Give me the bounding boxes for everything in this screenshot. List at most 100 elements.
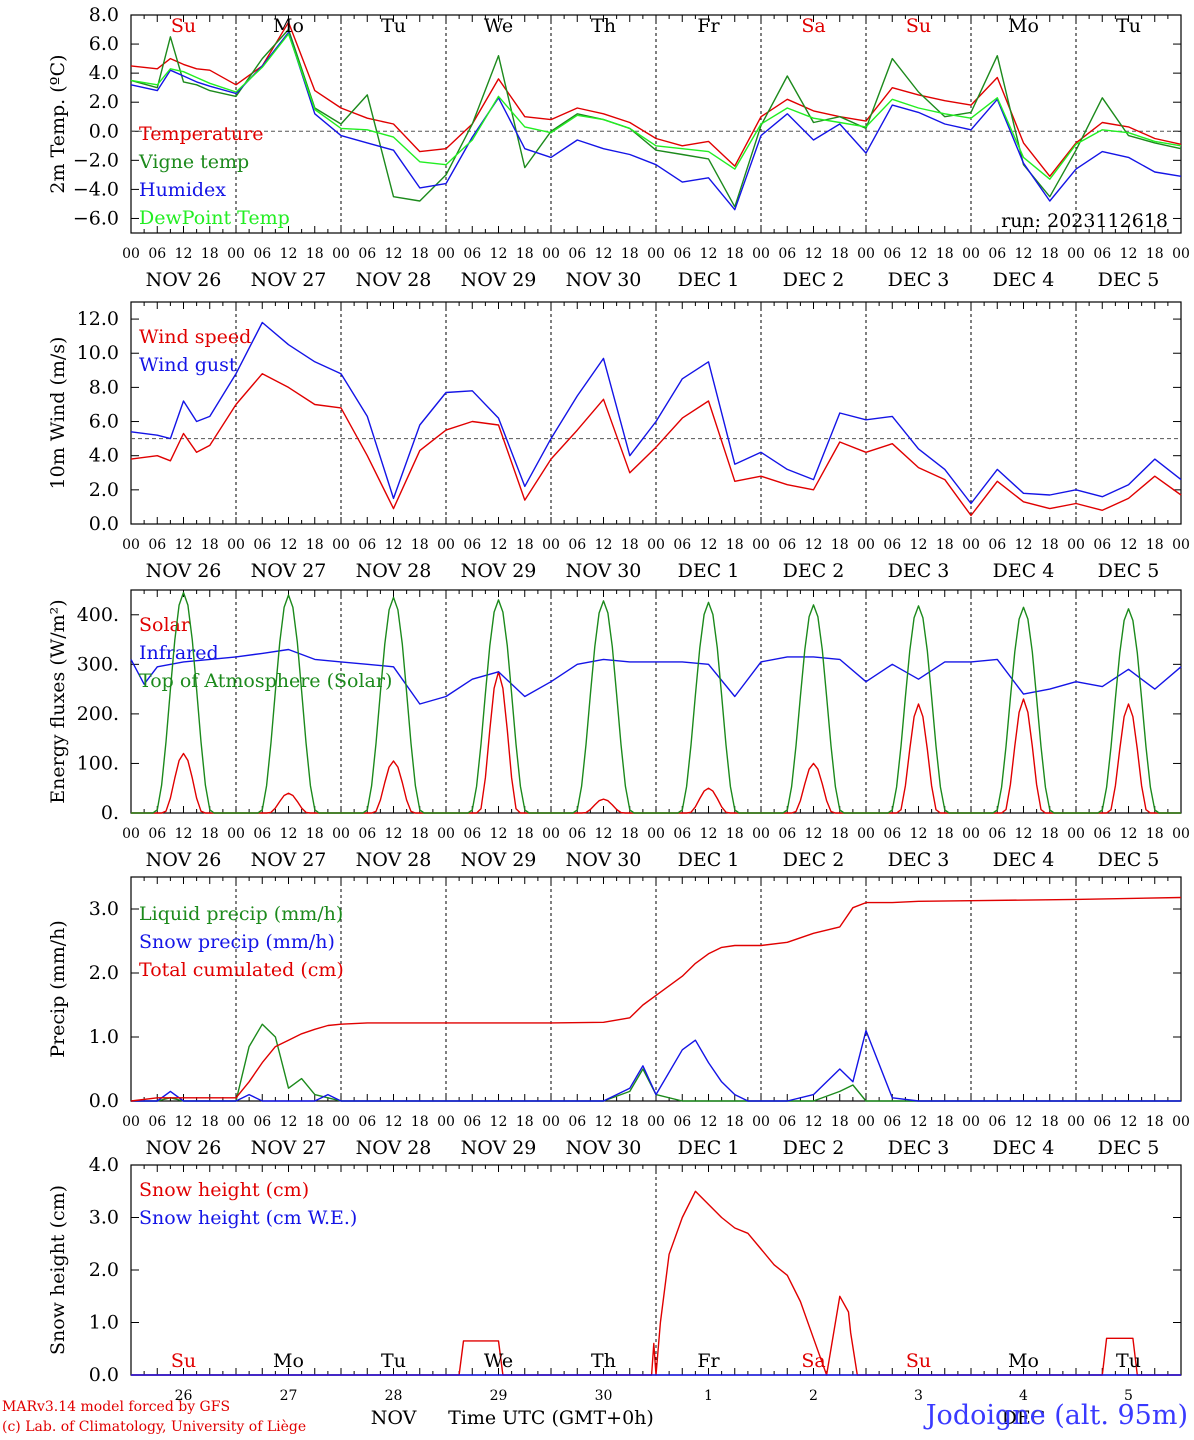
hour-tick-label: 06 (988, 826, 1006, 842)
hour-tick-label: 00 (1172, 246, 1190, 262)
hour-tick-label: 06 (778, 537, 796, 553)
hour-tick-label: 18 (1146, 537, 1164, 553)
date-label: DEC 5 (1098, 849, 1160, 871)
y-tick-label: 4.0 (89, 445, 119, 467)
hour-tick-label: 12 (385, 1114, 403, 1130)
y-tick-label: 100. (77, 752, 119, 774)
legend-red: Temperature (139, 123, 263, 145)
hour-tick-label: 12 (700, 246, 718, 262)
x-axis-title: Time UTC (GMT+0h) (448, 1407, 654, 1429)
hour-tick-label: 06 (358, 826, 376, 842)
date-label: DEC 3 (888, 269, 950, 291)
hour-tick-label: 06 (148, 826, 166, 842)
hour-tick-label: 18 (726, 246, 744, 262)
hour-tick-label: 12 (700, 537, 718, 553)
hour-tick-label: 18 (1041, 246, 1059, 262)
hour-tick-label: 06 (673, 826, 691, 842)
hour-tick-label: 12 (595, 826, 613, 842)
hour-tick-label: 00 (647, 1114, 665, 1130)
hour-tick-label: 00 (542, 1114, 560, 1130)
hour-tick-label: 00 (752, 826, 770, 842)
y-tick-label: −6.0 (73, 207, 119, 229)
hour-tick-label: 06 (463, 246, 481, 262)
hour-tick-label: 06 (673, 537, 691, 553)
date-label: NOV 29 (461, 1137, 537, 1159)
date-label: DEC 2 (783, 269, 845, 291)
date-label: DEC 4 (993, 1137, 1055, 1159)
hour-tick-label: 06 (148, 537, 166, 553)
date-label: DEC 2 (783, 560, 845, 582)
legend-blue: Wind gust (139, 354, 237, 376)
date-label: DEC 1 (678, 269, 740, 291)
hour-tick-label: 06 (988, 1114, 1006, 1130)
date-label: NOV 29 (461, 849, 537, 871)
date-label: NOV 28 (356, 269, 432, 291)
hour-tick-label: 06 (148, 1114, 166, 1130)
hour-tick-label: 06 (883, 1114, 901, 1130)
panel-precip: 0.0 1.0 2.0 3.0 Precip (mm/h) Liquid precip (… (47, 876, 1190, 1159)
hour-tick-label: 12 (700, 1114, 718, 1130)
plot-frame-energy (130, 589, 1182, 814)
legend-green: Vigne temp (138, 151, 249, 173)
hour-tick-label: 00 (227, 1114, 245, 1130)
date-label: DEC 5 (1098, 1137, 1160, 1159)
hour-tick-label: 06 (988, 246, 1006, 262)
hour-tick-label: 00 (1172, 826, 1190, 842)
day-number-label: 2 (809, 1388, 818, 1404)
y-tick-label: 1.0 (89, 1312, 119, 1334)
hour-tick-label: 12 (700, 826, 718, 842)
date-label: DEC 5 (1098, 269, 1160, 291)
y-tick-label: 2.0 (89, 1259, 119, 1281)
hour-tick-label: 12 (385, 826, 403, 842)
hour-tick-label: 12 (385, 537, 403, 553)
hour-tick-label: 12 (280, 826, 298, 842)
hour-tick-label: 18 (831, 826, 849, 842)
hour-tick-label: 12 (280, 1114, 298, 1130)
hour-tick-label: 18 (516, 1114, 534, 1130)
weekday-label: Sa (801, 1350, 825, 1372)
hour-tick-label: 18 (1146, 246, 1164, 262)
series-line-red (130, 373, 1182, 517)
weekday-label: Mo (273, 1350, 304, 1372)
hour-tick-label: 18 (621, 1114, 639, 1130)
credit-model: MARv3.14 model forced by GFS (2, 1399, 231, 1415)
date-label: DEC 3 (888, 849, 950, 871)
y-axis-title: 2m Temp. (ºC) (47, 54, 69, 193)
hour-tick-label: 00 (1067, 246, 1085, 262)
hour-tick-label: 00 (1067, 537, 1085, 553)
hour-tick-label: 00 (332, 246, 350, 262)
credit-lab: (c) Lab. of Climatology, University of L… (2, 1419, 307, 1435)
hour-tick-label: 00 (857, 1114, 875, 1130)
month-label: DEC (1002, 1407, 1046, 1429)
hour-tick-label: 18 (306, 537, 324, 553)
hour-tick-label: 18 (726, 826, 744, 842)
hour-tick-label: 00 (752, 246, 770, 262)
y-tick-label: 8.0 (89, 376, 119, 398)
hour-tick-label: 18 (936, 826, 954, 842)
date-label: NOV 28 (356, 560, 432, 582)
hour-tick-label: 18 (201, 537, 219, 553)
hour-tick-label: 18 (411, 537, 429, 553)
weekday-label: Tu (381, 15, 406, 37)
hour-tick-label: 06 (253, 246, 271, 262)
hour-tick-label: 00 (647, 246, 665, 262)
date-label: NOV 28 (356, 1137, 432, 1159)
series-line-green (131, 1023, 1181, 1102)
hour-tick-label: 12 (805, 537, 823, 553)
hour-tick-label: 00 (647, 537, 665, 553)
y-tick-label: 0.0 (89, 120, 119, 142)
series-line-blue (131, 1029, 1181, 1102)
date-label: DEC 3 (888, 560, 950, 582)
day-number-label: 3 (914, 1388, 923, 1404)
hour-tick-label: 18 (1146, 826, 1164, 842)
hour-tick-label: 18 (831, 537, 849, 553)
hour-tick-label: 00 (122, 826, 140, 842)
weekday-label: Th (591, 1350, 616, 1372)
date-label: DEC 1 (678, 849, 740, 871)
hour-tick-label: 06 (883, 826, 901, 842)
series-line-lightgreen (130, 33, 1182, 180)
y-axis-title: Snow height (cm) (47, 1185, 69, 1355)
y-tick-label: 2.0 (89, 91, 119, 113)
hour-tick-label: 18 (306, 246, 324, 262)
